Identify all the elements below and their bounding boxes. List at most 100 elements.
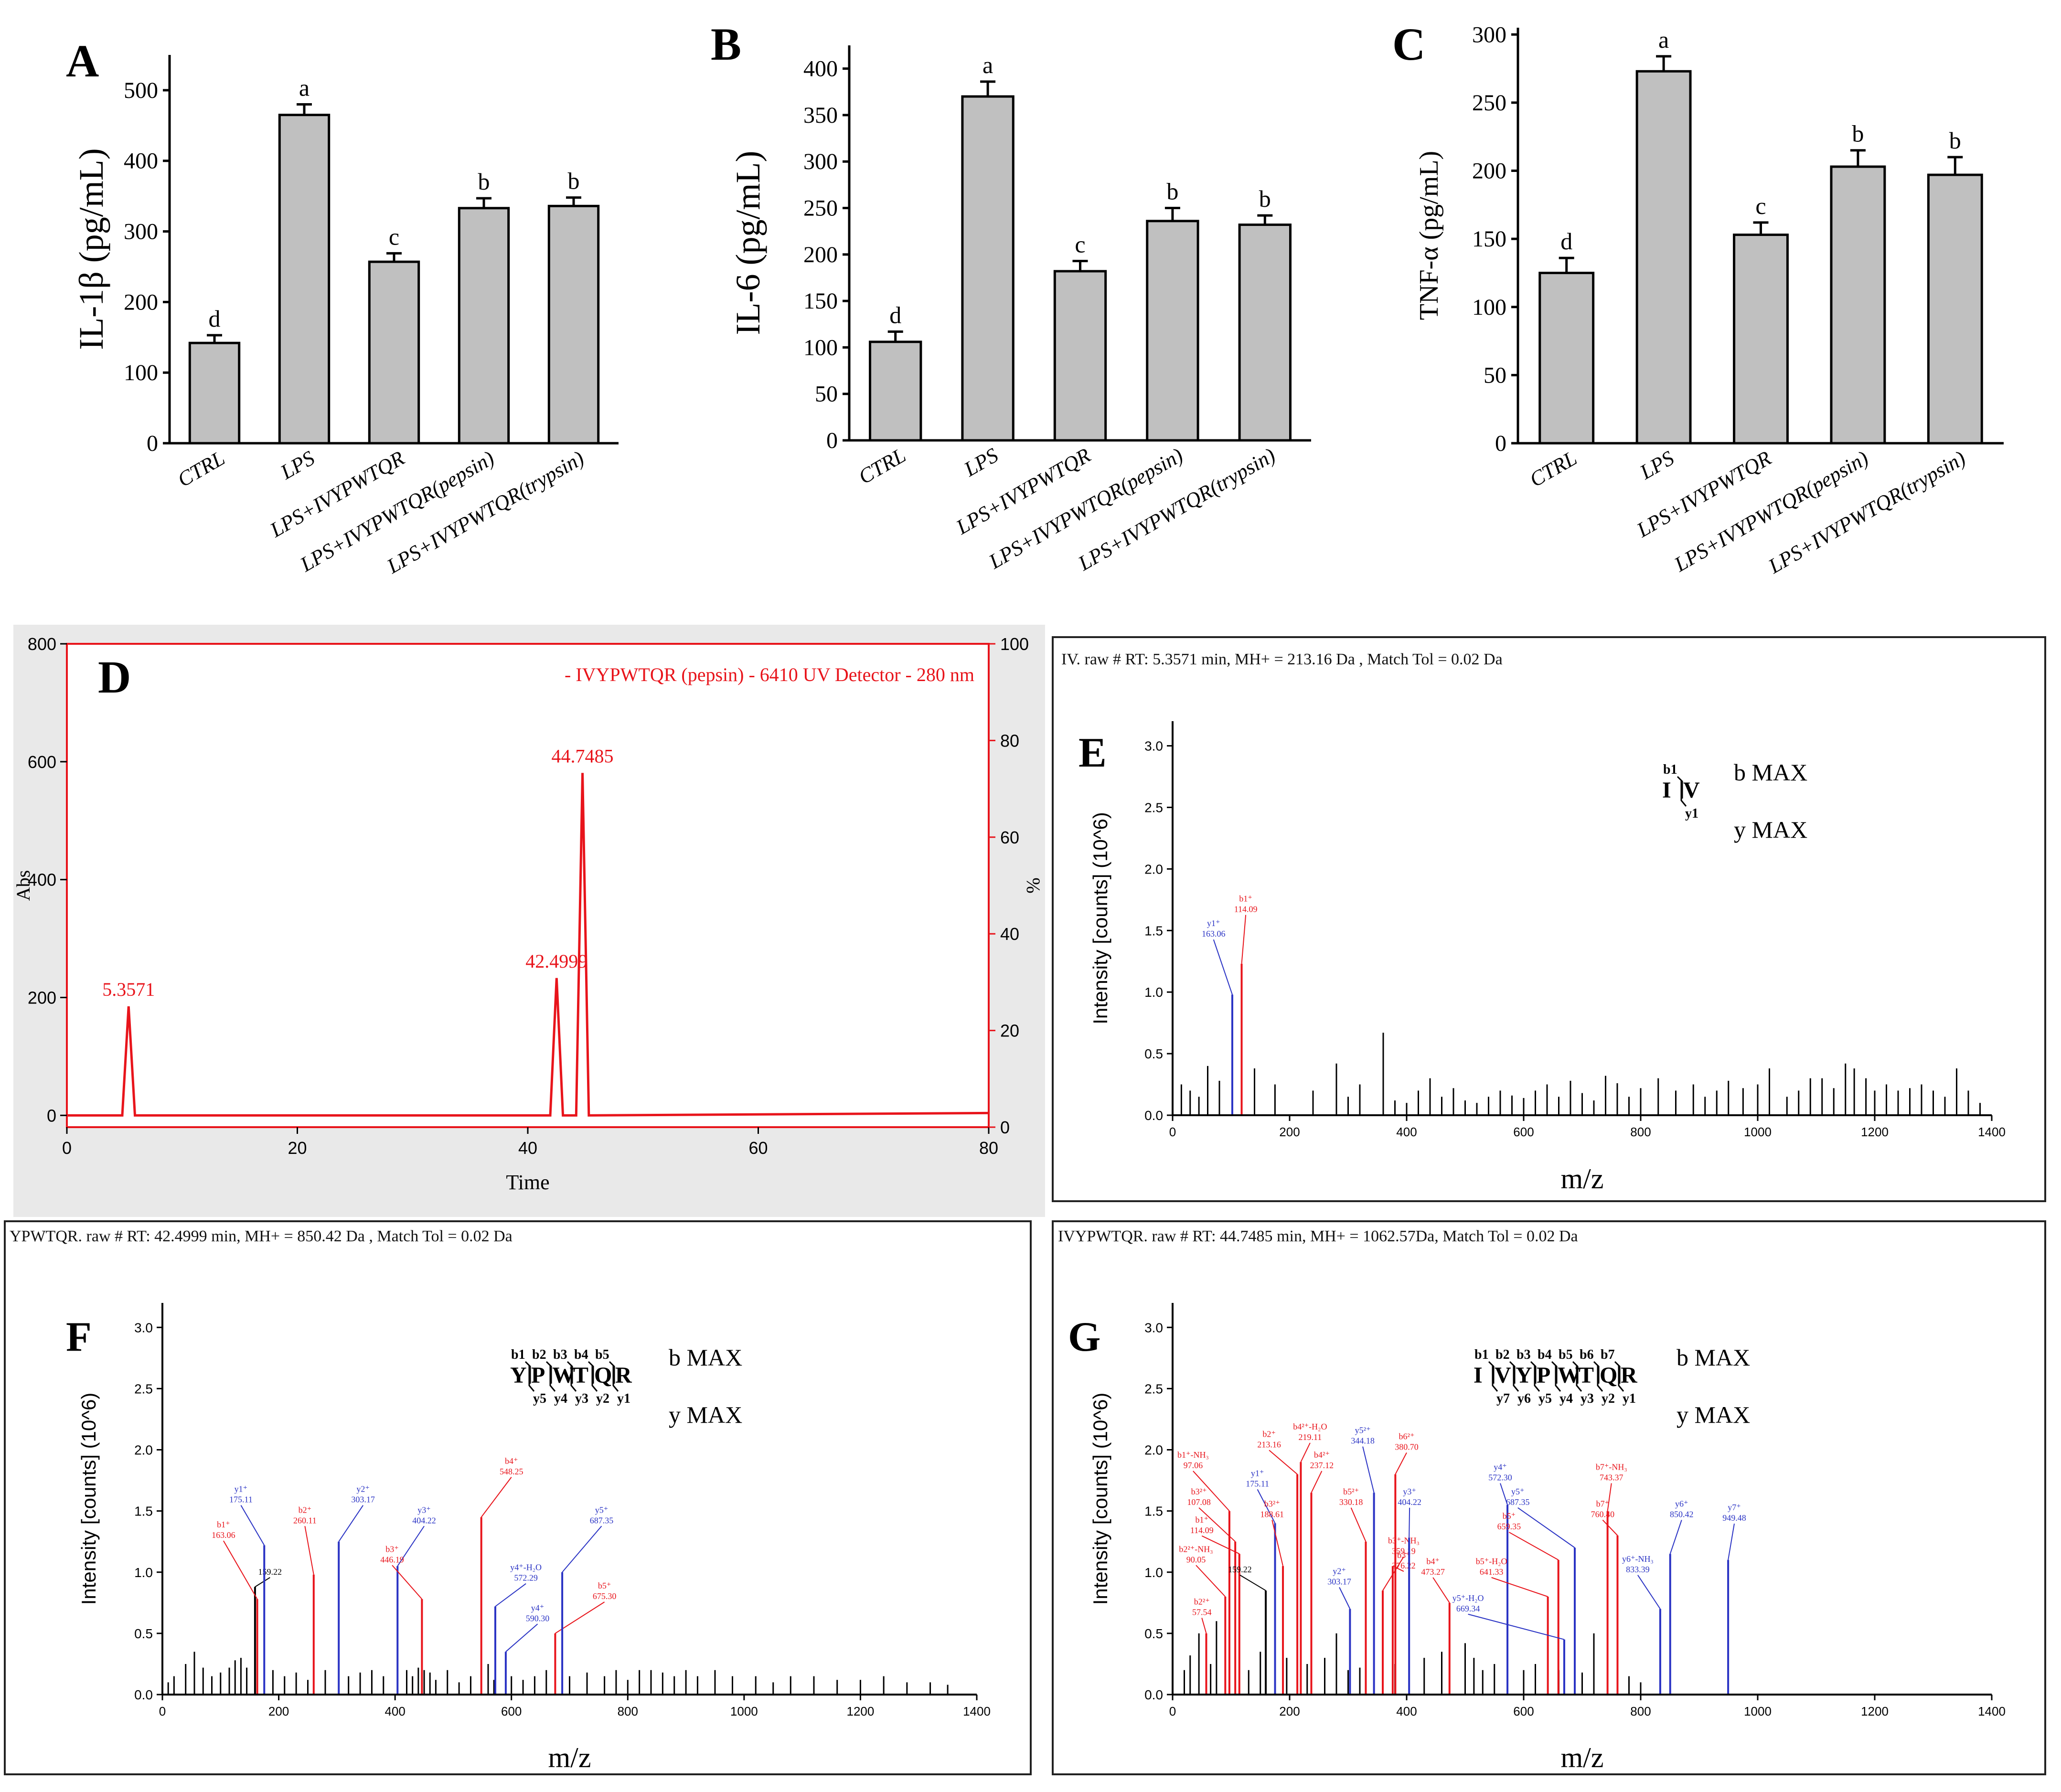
y-ion-label: y4 <box>1559 1391 1573 1406</box>
b-ion-label: b5 <box>595 1347 609 1362</box>
chart-c: dCTRLaLPScLPS+IVYPWTQRbLPS+IVYPWTQR(peps… <box>1392 19 2004 578</box>
x-tick-label: 600 <box>1513 1704 1534 1718</box>
y-tick-label: 1.0 <box>1144 1565 1163 1580</box>
fragment-leader <box>1271 1520 1284 1567</box>
fragment-ion-label: y4⁺-H₂O <box>510 1563 542 1572</box>
significance-letter: c <box>1075 231 1085 257</box>
chart-e: y1⁺163.06 b1⁺114.09 0 200 400 600 800 1000 1200 1… <box>1079 721 2006 1195</box>
tick-label: LPS <box>1635 446 1678 484</box>
y-tick-label: 400 <box>124 149 158 174</box>
fragment-ion-label: y2⁺ <box>1333 1566 1346 1576</box>
y-axis-label: IL-6 (pg/mL) <box>729 151 767 335</box>
significance-letter: b <box>1949 127 1961 154</box>
y-tick-label: 0.0 <box>1144 1108 1163 1123</box>
b-ion-bracket <box>1572 1361 1579 1384</box>
y-tick-label: 1.0 <box>134 1565 153 1580</box>
fragment-mz-label: 114.09 <box>1190 1525 1214 1535</box>
y2-axis-label: % <box>1023 877 1044 893</box>
fragment-mz-label: 675.30 <box>593 1591 617 1601</box>
y-tick-label: 3.0 <box>1144 739 1163 754</box>
y2-tick-label: 80 <box>1000 731 1019 750</box>
bar <box>458 207 510 445</box>
x-axis-label: Time <box>506 1171 549 1194</box>
chart-legend: - IVYPWTQR (pepsin) - 6410 UV Detector -… <box>565 664 974 685</box>
fragment-ion-label: y7⁺ <box>1728 1503 1741 1512</box>
sequence-residue: T <box>573 1363 588 1388</box>
y-tick-label: 250 <box>1472 90 1506 116</box>
fragment-mz-label: 687.35 <box>1506 1497 1530 1507</box>
fragment-ion-label: b5⁺ <box>1503 1511 1516 1521</box>
fragment-mz-label: 833.39 <box>1626 1565 1650 1574</box>
fragment-ion-label: b1⁺ <box>217 1520 230 1529</box>
b-ion-label: b4 <box>574 1347 588 1362</box>
fragment-leader <box>1201 1535 1240 1555</box>
y-tick-label: 2.0 <box>1144 1443 1163 1458</box>
x-axis-label: m/z <box>1561 1742 1604 1773</box>
fragment-mz-label: 850.42 <box>1670 1509 1694 1519</box>
tick-label: LPS <box>960 443 1002 481</box>
b-ion-bracket <box>1614 1361 1621 1384</box>
y-tick-label: 600 <box>28 752 56 772</box>
fragment-mz-label: 163.06 <box>212 1530 235 1540</box>
sequence-residue: R <box>615 1363 632 1388</box>
y-ion-bracket <box>549 1365 556 1392</box>
y-tick-label: 250 <box>803 196 838 221</box>
b-ion-label: b3 <box>1516 1347 1531 1362</box>
fragment-ion-label: b6²⁺ <box>1399 1432 1415 1441</box>
y-tick-label: 2.5 <box>1144 1381 1163 1396</box>
fragment-mz-label: 404.22 <box>1398 1497 1421 1507</box>
fragment-mz-label: 404.22 <box>412 1515 436 1525</box>
fragment-leader <box>1362 1446 1375 1493</box>
b-ion-bracket <box>609 1361 615 1384</box>
significance-letter: b <box>1166 178 1178 205</box>
y-ion-bracket <box>1680 780 1687 807</box>
fragment-mz-label: 175.11 <box>229 1495 253 1504</box>
y-ion-label: y1 <box>617 1391 630 1406</box>
fragment-leader <box>1669 1520 1682 1554</box>
b-ion-bracket <box>1509 1361 1516 1384</box>
fragment-ion-label: y5⁺ <box>595 1505 609 1515</box>
b-max-label: b MAX <box>1677 1344 1750 1371</box>
fragment-mz-label: 90.05 <box>1186 1555 1206 1564</box>
fragment-mz-label: 57.54 <box>1192 1607 1212 1617</box>
y-tick-label: 100 <box>124 360 158 385</box>
fragment-ion-label: b2²⁺-NH₃ <box>1179 1544 1213 1554</box>
fragment-mz-label: 380.70 <box>1395 1442 1419 1452</box>
y-tick-label: 3.0 <box>1144 1320 1163 1335</box>
significance-letter: c <box>389 223 399 250</box>
bar <box>188 341 241 445</box>
chart-b: dCTRLaLPScLPS+IVYPWTQRbLPS+IVYPWTQR(peps… <box>711 19 1311 576</box>
y-tick-label: 1.0 <box>1144 985 1163 1000</box>
y-tick-label: 300 <box>803 149 838 174</box>
fragment-ion-label: y5⁺-H₂O <box>1452 1593 1484 1603</box>
significance-letter: b <box>478 168 490 195</box>
y-tick-label: 2.5 <box>134 1381 153 1396</box>
y-tick-label: 200 <box>803 242 838 267</box>
fragment-leader <box>1201 1618 1207 1634</box>
y-tick-label: 50 <box>1484 363 1506 388</box>
b-ion-label: b6 <box>1580 1347 1594 1362</box>
fragment-ion-label: b3²⁺ <box>1191 1487 1207 1496</box>
significance-letter: b <box>1852 120 1864 147</box>
fragment-ion-label: b3⁺-NH₃ <box>1388 1536 1420 1545</box>
x-tick-label: 1200 <box>1861 1704 1889 1718</box>
x-tick-label: 1000 <box>1744 1125 1772 1139</box>
fragment-mz-label: 213.16 <box>1257 1440 1281 1449</box>
fragment-mz-label: 548.25 <box>500 1467 523 1476</box>
panel-e-frame <box>1052 636 2046 1202</box>
fragment-ion-label: y2⁺ <box>356 1484 370 1494</box>
y-ion-label: y4 <box>554 1391 567 1406</box>
x-tick-label: 800 <box>618 1704 638 1718</box>
fragment-leader <box>1311 1471 1323 1493</box>
fragment-ion-label: b1⁺ <box>1195 1515 1208 1525</box>
fragment-mz-label: 669.34 <box>1456 1604 1480 1613</box>
fragment-mz-label: 572.30 <box>1488 1473 1512 1483</box>
fragment-leader <box>1339 1587 1351 1610</box>
significance-letter: b <box>568 168 580 194</box>
fragment-leader <box>1300 1442 1311 1462</box>
fragment-mz-label: 949.48 <box>1722 1513 1746 1523</box>
y-tick-label: 200 <box>28 988 56 1007</box>
fragment-leader <box>495 1583 526 1607</box>
fragment-ion-label: y6⁺-NH₃ <box>1622 1554 1654 1564</box>
fragment-ion-label: b4²⁺-H₂O <box>1293 1422 1327 1431</box>
